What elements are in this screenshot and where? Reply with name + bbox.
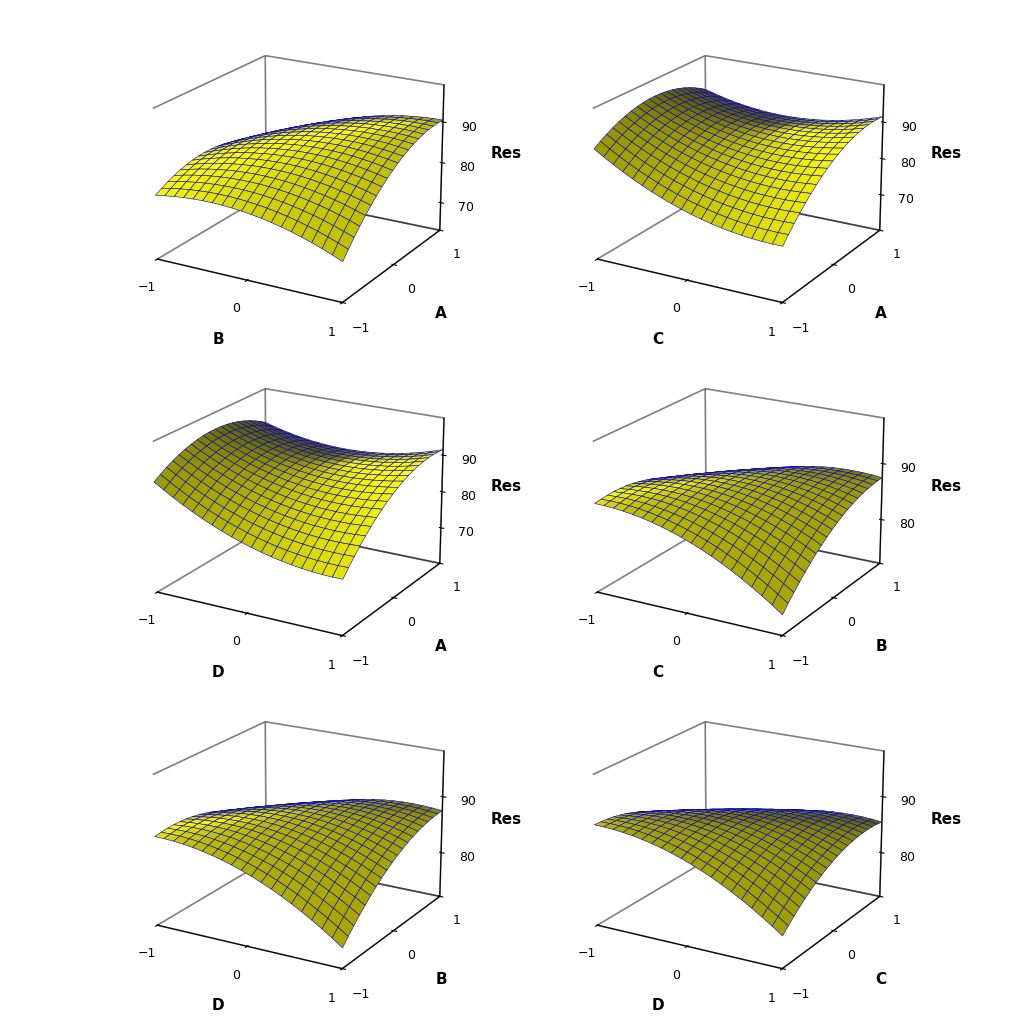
Y-axis label: B: B — [435, 971, 447, 986]
Y-axis label: C: C — [876, 971, 886, 986]
Y-axis label: A: A — [435, 306, 447, 321]
Y-axis label: B: B — [875, 639, 887, 653]
X-axis label: C: C — [652, 664, 664, 679]
Y-axis label: A: A — [435, 639, 447, 653]
X-axis label: D: D — [651, 997, 665, 1012]
X-axis label: D: D — [212, 997, 224, 1012]
X-axis label: D: D — [212, 664, 224, 679]
X-axis label: C: C — [652, 331, 664, 346]
Y-axis label: A: A — [875, 306, 887, 321]
X-axis label: B: B — [212, 331, 224, 346]
